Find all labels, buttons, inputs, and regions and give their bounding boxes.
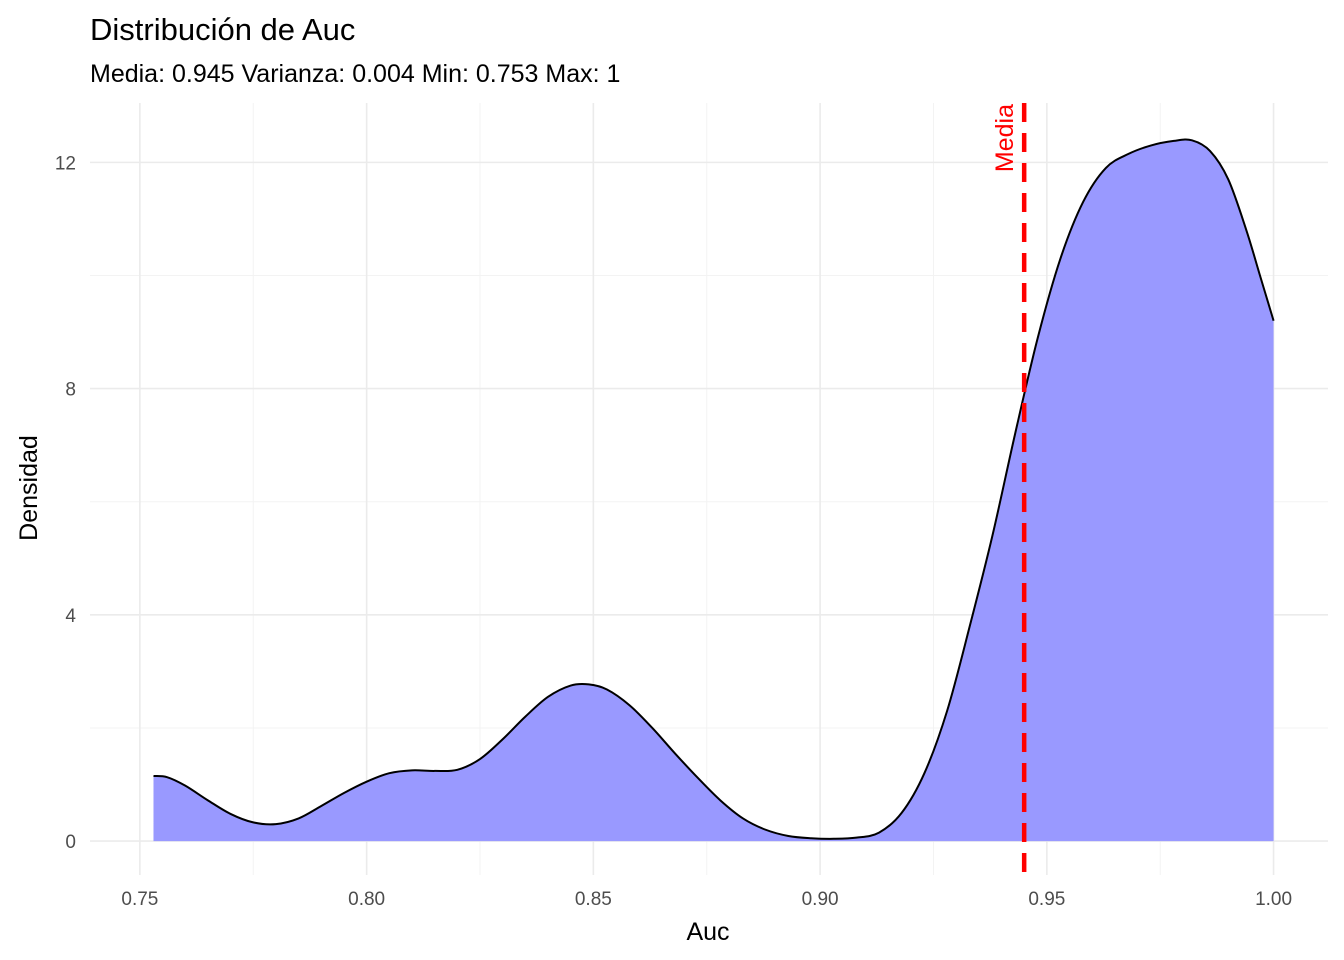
y-tick-label: 8 bbox=[65, 380, 76, 401]
y-tick-label: 4 bbox=[65, 606, 76, 627]
density-area bbox=[153, 139, 1274, 842]
x-tick-label: 0.80 bbox=[348, 889, 385, 910]
mean-layer: Media bbox=[991, 103, 1027, 875]
mean-line-label: Media bbox=[991, 104, 1019, 172]
x-tick-label: 0.90 bbox=[802, 889, 839, 910]
x-tick-label: 0.95 bbox=[1028, 889, 1065, 910]
area-layer bbox=[153, 138, 1275, 842]
y-tick-label: 0 bbox=[65, 832, 76, 853]
x-axis-title: Auc bbox=[686, 918, 729, 946]
chart-title: Distribución de Auc bbox=[90, 12, 356, 47]
chart-subtitle: Media: 0.945 Varianza: 0.004 Min: 0.753 … bbox=[90, 60, 621, 88]
ticks-layer: 0.75 0.80 0.85 0.90 0.95 1.00 0 4 8 12 bbox=[55, 153, 1292, 910]
x-tick-label: 0.85 bbox=[575, 889, 612, 910]
x-tick-label: 0.75 bbox=[121, 889, 158, 910]
density-curve bbox=[153, 138, 1275, 840]
y-axis-title: Densidad bbox=[15, 435, 43, 541]
x-tick-label: 1.00 bbox=[1255, 889, 1292, 910]
y-tick-label: 12 bbox=[55, 153, 76, 174]
